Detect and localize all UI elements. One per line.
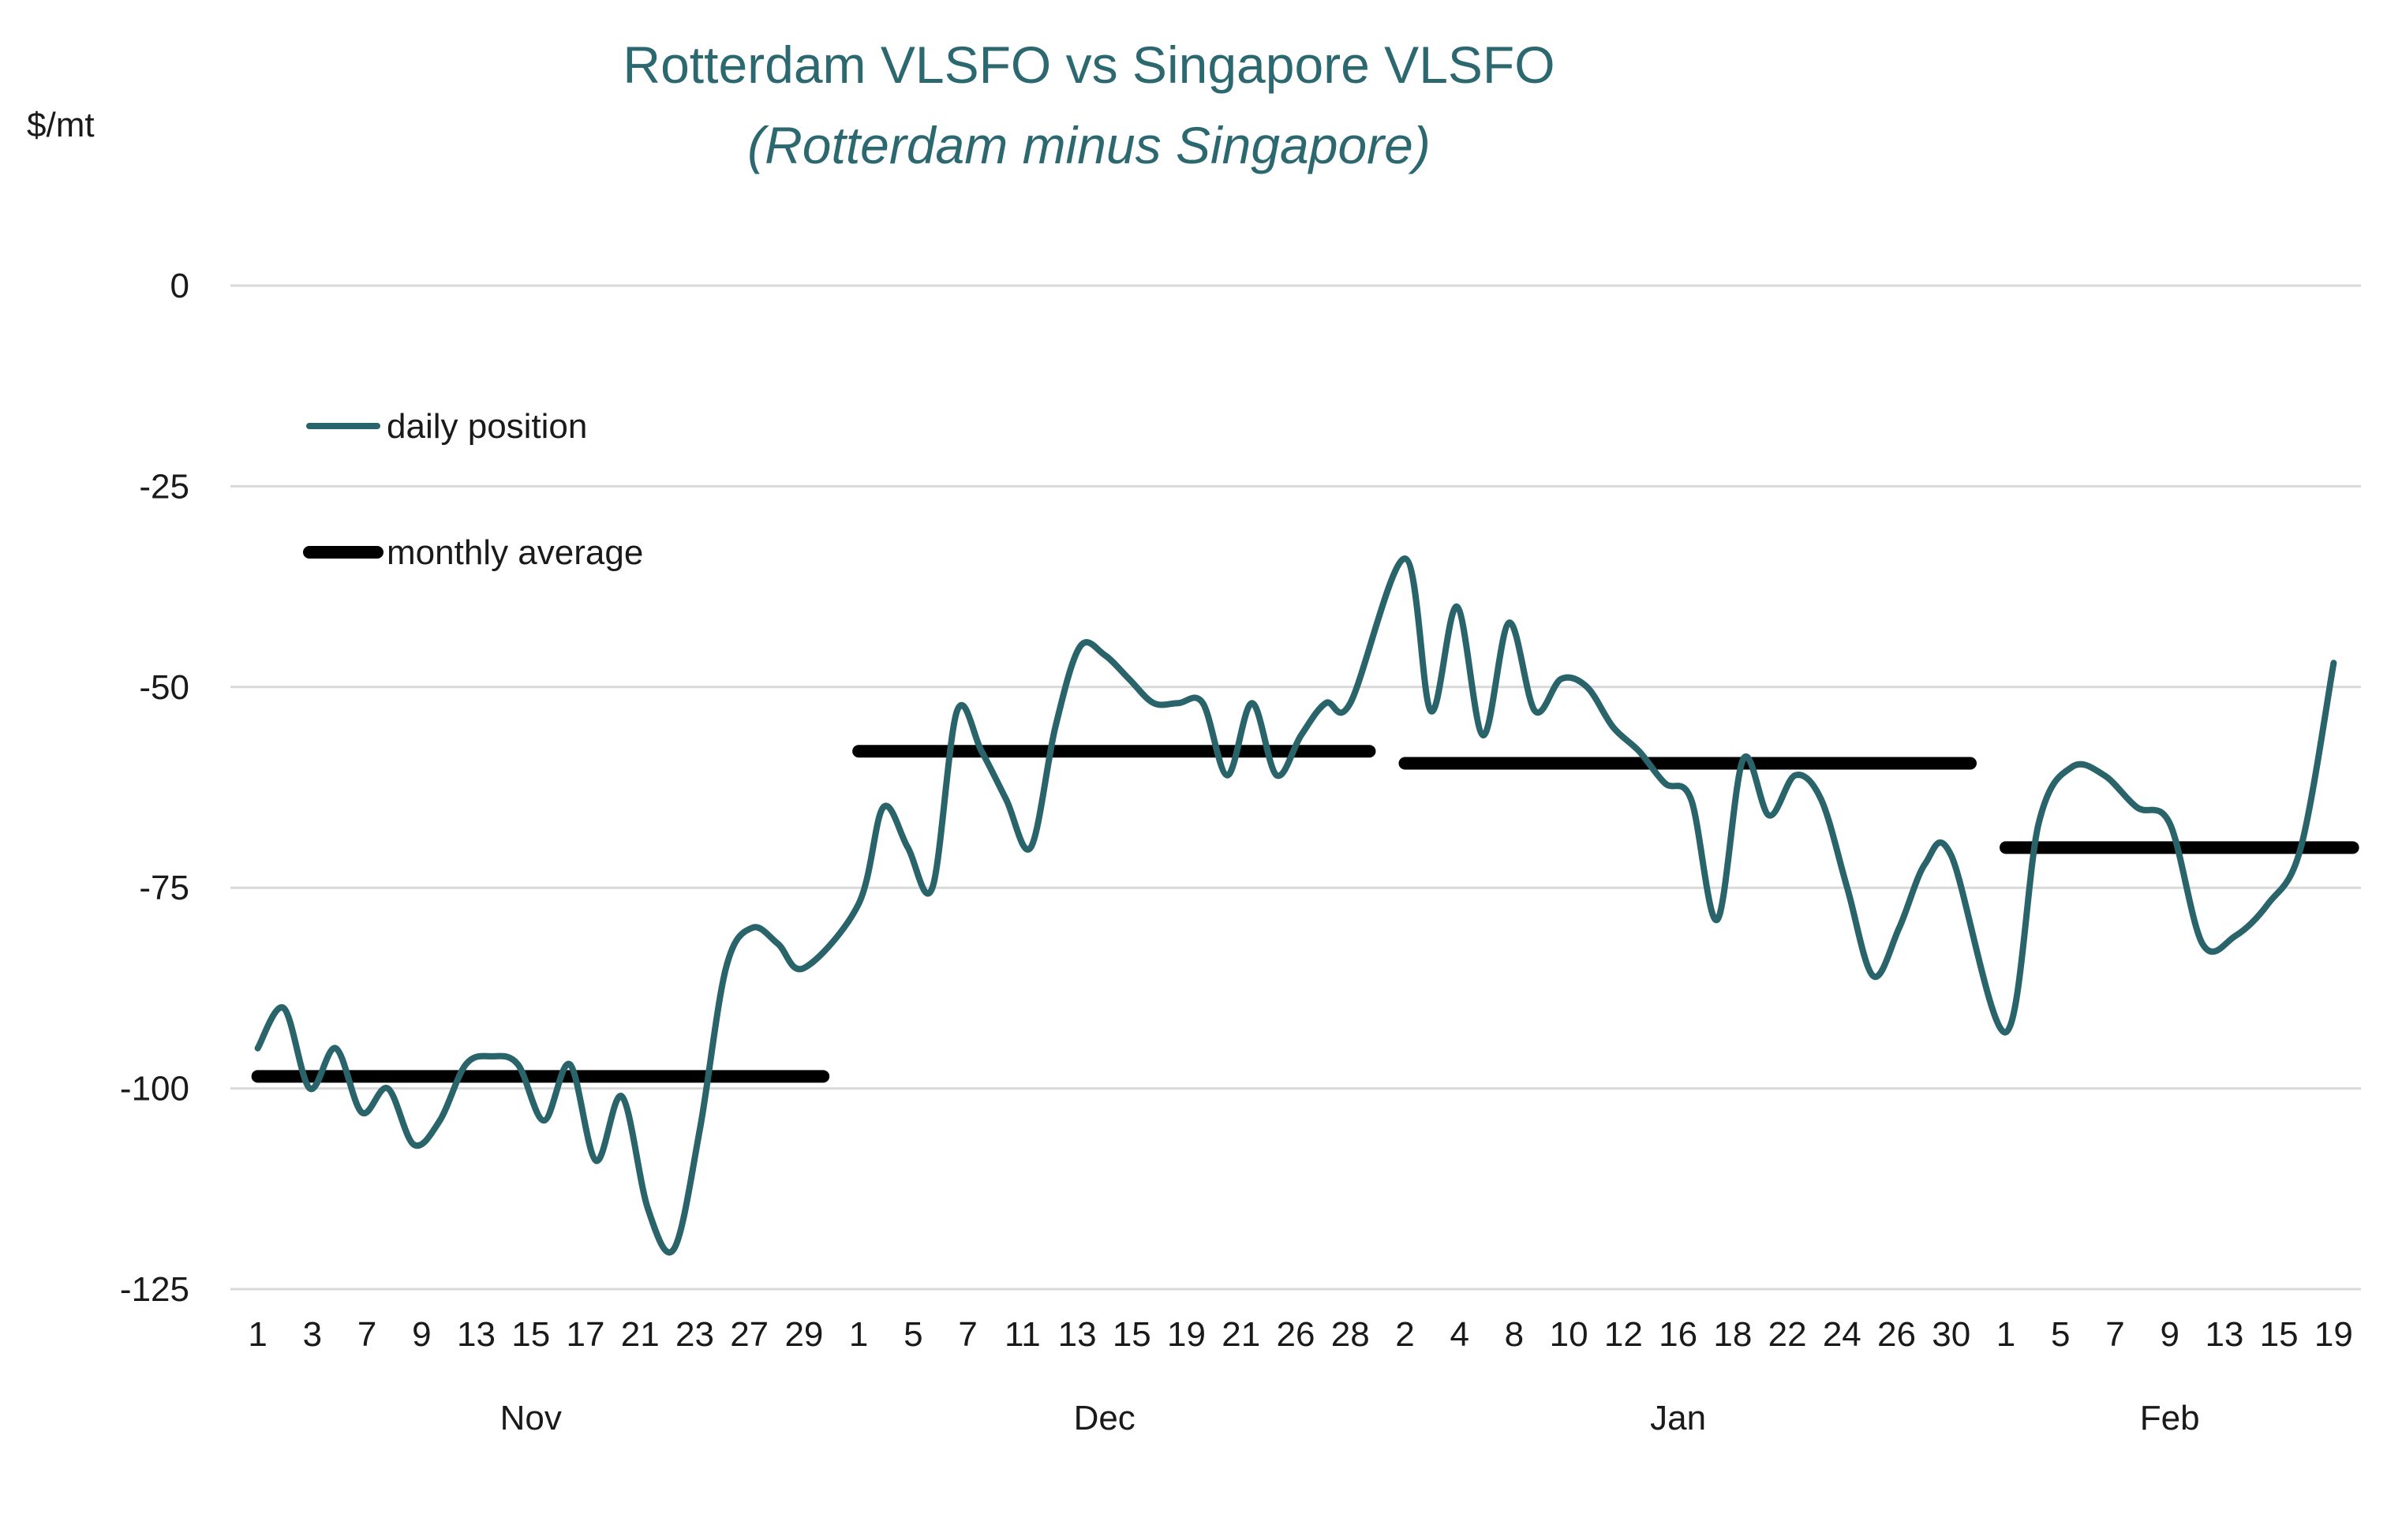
x-tick-label: 9: [2160, 1315, 2179, 1354]
x-tick-label: 22: [1768, 1315, 1807, 1354]
x-tick-label: 12: [1604, 1315, 1643, 1354]
y-tick-label: 0: [170, 267, 189, 305]
x-tick-label: 13: [1058, 1315, 1097, 1354]
y-axis-unit-label: $/mt: [27, 106, 95, 144]
month-label: Nov: [500, 1399, 562, 1437]
x-tick-label: 15: [2260, 1315, 2299, 1354]
x-tick-label: 29: [784, 1315, 823, 1354]
x-tick-label: 8: [1505, 1315, 1524, 1354]
x-tick-label: 28: [1331, 1315, 1370, 1354]
month-label: Feb: [2140, 1399, 2200, 1437]
month-label: Jan: [1650, 1399, 1706, 1437]
legend-label-daily: daily position: [387, 407, 587, 446]
y-tick-label: -25: [139, 467, 189, 506]
x-tick-label: 24: [1823, 1315, 1861, 1354]
daily-position-series: [254, 555, 2337, 1256]
month-labels: Nov Dec Jan Feb: [500, 1399, 2200, 1437]
y-tick-label: -100: [120, 1070, 189, 1108]
chart-title: Rotterdam VLSFO vs Singapore VLSFO: [623, 36, 1555, 94]
y-tick-label: -50: [139, 668, 189, 707]
x-tick-label: 2: [1395, 1315, 1414, 1354]
x-tick-label: 19: [2314, 1315, 2353, 1354]
x-tick-label: 7: [2105, 1315, 2124, 1354]
x-tick-label: 26: [1877, 1315, 1916, 1354]
y-axis-ticks: 0 -25 -50 -75 -100 -125: [120, 267, 189, 1309]
x-tick-label: 7: [958, 1315, 977, 1354]
x-tick-label: 15: [1113, 1315, 1151, 1354]
x-axis-ticks: 1 3 7 9 13 15 17 21 23 27 29 1 5 7 11 13 15 19 21 26 28 2 4 8 10…: [248, 1315, 2352, 1354]
x-tick-label: 1: [248, 1315, 267, 1354]
x-tick-label: 18: [1713, 1315, 1752, 1354]
x-tick-label: 17: [567, 1315, 605, 1354]
x-tick-label: 27: [730, 1315, 769, 1354]
x-tick-label: 5: [904, 1315, 922, 1354]
month-label: Dec: [1074, 1399, 1136, 1437]
x-tick-label: 30: [1932, 1315, 1970, 1354]
y-tick-label: -125: [120, 1270, 189, 1309]
chart-subtitle: (Rotterdam minus Singapore): [747, 116, 1431, 174]
x-tick-label: 7: [357, 1315, 376, 1354]
x-tick-label: 26: [1277, 1315, 1315, 1354]
x-tick-label: 19: [1167, 1315, 1206, 1354]
x-tick-label: 15: [511, 1315, 550, 1354]
x-tick-label: 10: [1550, 1315, 1588, 1354]
x-tick-label: 1: [1996, 1315, 2015, 1354]
x-tick-label: 23: [675, 1315, 714, 1354]
x-tick-label: 4: [1450, 1315, 1469, 1354]
legend-label-average: monthly average: [387, 533, 643, 572]
x-tick-label: 13: [2205, 1315, 2243, 1354]
monthly-average-series: [251, 745, 2359, 1083]
gridlines: [230, 284, 2361, 1291]
x-tick-label: 21: [1222, 1315, 1260, 1354]
x-tick-label: 1: [849, 1315, 868, 1354]
x-tick-label: 11: [1005, 1315, 1041, 1354]
x-tick-label: 13: [457, 1315, 496, 1354]
x-tick-label: 9: [412, 1315, 431, 1354]
x-tick-label: 21: [621, 1315, 660, 1354]
x-tick-label: 3: [303, 1315, 322, 1354]
daily-position-line: [254, 555, 2337, 1256]
x-tick-label: 5: [2051, 1315, 2070, 1354]
y-tick-label: -75: [139, 869, 189, 907]
legend: daily position monthly average: [303, 407, 643, 572]
x-tick-label: 16: [1659, 1315, 1697, 1354]
